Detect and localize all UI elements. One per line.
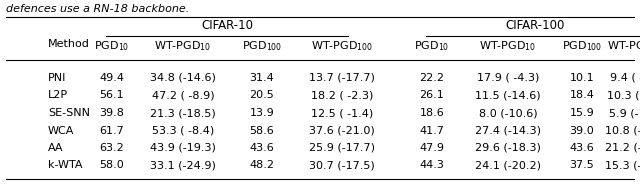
Text: 58.6: 58.6 — [250, 126, 275, 135]
Text: 9.4 ( -0.7): 9.4 ( -0.7) — [611, 73, 640, 83]
Text: WT-PGD$_{10}$: WT-PGD$_{10}$ — [479, 39, 536, 53]
Text: 20.5: 20.5 — [250, 91, 275, 100]
Text: 43.6: 43.6 — [250, 143, 275, 153]
Text: 53.3 ( -8.4): 53.3 ( -8.4) — [152, 126, 214, 135]
Text: 27.4 (-14.3): 27.4 (-14.3) — [475, 126, 541, 135]
Text: 43.6: 43.6 — [570, 143, 595, 153]
Text: 11.5 (-14.6): 11.5 (-14.6) — [475, 91, 541, 100]
Text: 37.6 (-21.0): 37.6 (-21.0) — [309, 126, 375, 135]
Text: 61.7: 61.7 — [100, 126, 124, 135]
Text: 18.2 ( -2.3): 18.2 ( -2.3) — [311, 91, 373, 100]
Text: 58.0: 58.0 — [100, 161, 124, 171]
Text: L2P: L2P — [48, 91, 68, 100]
Text: 18.6: 18.6 — [420, 108, 444, 118]
Text: PGD$_{10}$: PGD$_{10}$ — [414, 39, 450, 53]
Text: PGD$_{100}$: PGD$_{100}$ — [242, 39, 282, 53]
Text: WCA: WCA — [48, 126, 74, 135]
Text: 37.5: 37.5 — [570, 161, 595, 171]
Text: 21.3 (-18.5): 21.3 (-18.5) — [150, 108, 216, 118]
Text: WT-PGD$_{100}$: WT-PGD$_{100}$ — [311, 39, 373, 53]
Text: 25.9 (-17.7): 25.9 (-17.7) — [309, 143, 375, 153]
Text: 47.9: 47.9 — [419, 143, 445, 153]
Text: 39.8: 39.8 — [100, 108, 124, 118]
Text: 33.1 (-24.9): 33.1 (-24.9) — [150, 161, 216, 171]
Text: 8.0 (-10.6): 8.0 (-10.6) — [479, 108, 538, 118]
Text: CIFAR-100: CIFAR-100 — [506, 19, 564, 32]
Text: 34.8 (-14.6): 34.8 (-14.6) — [150, 73, 216, 83]
Text: WT-PGD$_{10}$: WT-PGD$_{10}$ — [154, 39, 212, 53]
Text: 13.9: 13.9 — [250, 108, 275, 118]
Text: 29.6 (-18.3): 29.6 (-18.3) — [475, 143, 541, 153]
Text: 63.2: 63.2 — [100, 143, 124, 153]
Text: 5.9 (-10.0): 5.9 (-10.0) — [609, 108, 640, 118]
Text: 15.3 (-22.2): 15.3 (-22.2) — [605, 161, 640, 171]
Text: 22.2: 22.2 — [419, 73, 445, 83]
Text: 15.9: 15.9 — [570, 108, 595, 118]
Text: 10.1: 10.1 — [570, 73, 595, 83]
Text: 39.0: 39.0 — [570, 126, 595, 135]
Text: 10.3 ( -8.1): 10.3 ( -8.1) — [607, 91, 640, 100]
Text: 13.7 (-17.7): 13.7 (-17.7) — [309, 73, 375, 83]
Text: 41.7: 41.7 — [420, 126, 444, 135]
Text: 24.1 (-20.2): 24.1 (-20.2) — [475, 161, 541, 171]
Text: SE-SNN: SE-SNN — [48, 108, 90, 118]
Text: 44.3: 44.3 — [420, 161, 444, 171]
Text: 49.4: 49.4 — [99, 73, 125, 83]
Text: 21.2 (-22.4): 21.2 (-22.4) — [605, 143, 640, 153]
Text: 30.7 (-17.5): 30.7 (-17.5) — [309, 161, 375, 171]
Text: 17.9 ( -4.3): 17.9 ( -4.3) — [477, 73, 539, 83]
Text: k-WTA: k-WTA — [48, 161, 83, 171]
Text: Method: Method — [48, 39, 90, 49]
Text: 12.5 ( -1.4): 12.5 ( -1.4) — [311, 108, 373, 118]
Text: 43.9 (-19.3): 43.9 (-19.3) — [150, 143, 216, 153]
Text: 18.4: 18.4 — [570, 91, 595, 100]
Text: PGD$_{10}$: PGD$_{10}$ — [94, 39, 130, 53]
Text: CIFAR-10: CIFAR-10 — [201, 19, 253, 32]
Text: 26.1: 26.1 — [420, 91, 444, 100]
Text: WT-PGD$_{100}$: WT-PGD$_{100}$ — [607, 39, 640, 53]
Text: 47.2 ( -8.9): 47.2 ( -8.9) — [152, 91, 214, 100]
Text: PGD$_{100}$: PGD$_{100}$ — [562, 39, 602, 53]
Text: PNI: PNI — [48, 73, 67, 83]
Text: 48.2: 48.2 — [250, 161, 275, 171]
Text: 56.1: 56.1 — [100, 91, 124, 100]
Text: 10.8 (-28.2): 10.8 (-28.2) — [605, 126, 640, 135]
Text: AA: AA — [48, 143, 63, 153]
Text: defences use a RN-18 backbone.: defences use a RN-18 backbone. — [6, 4, 189, 14]
Text: 31.4: 31.4 — [250, 73, 275, 83]
